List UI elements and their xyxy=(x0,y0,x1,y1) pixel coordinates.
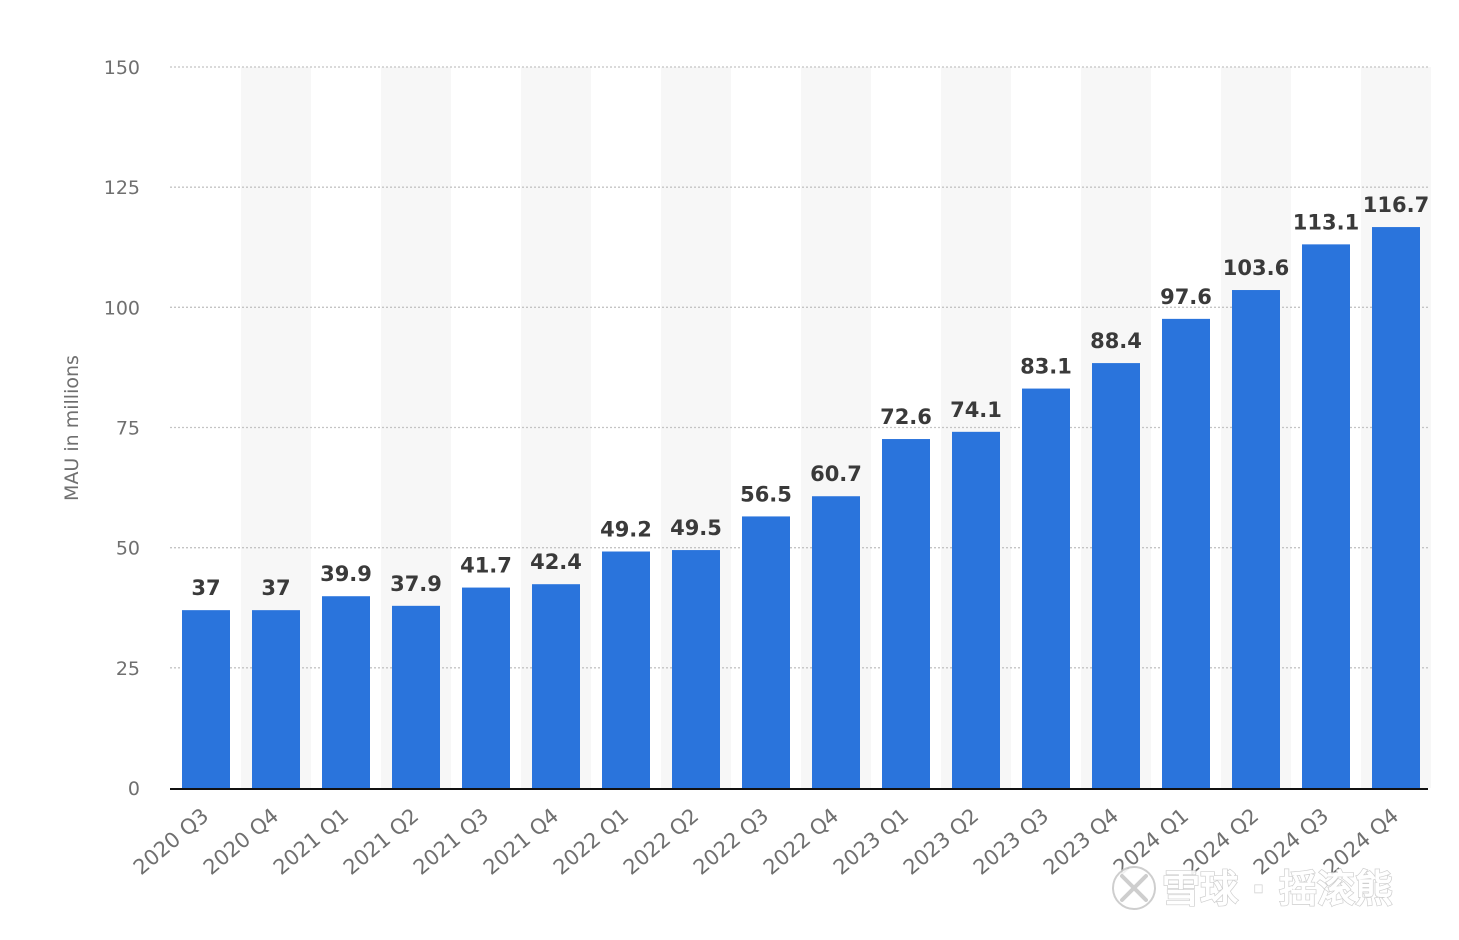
bar xyxy=(532,584,580,788)
y-tick-label: 100 xyxy=(104,297,140,319)
bar xyxy=(252,610,300,788)
x-tick-label: 2021 Q4 xyxy=(479,803,563,879)
bar xyxy=(1162,318,1210,788)
snowball-logo-icon xyxy=(1112,866,1156,910)
bar xyxy=(182,610,230,788)
x-tick-label: 2022 Q1 xyxy=(549,803,633,879)
data-label: 103.6 xyxy=(1223,256,1289,280)
y-gridlines xyxy=(170,66,1428,669)
data-label: 49.2 xyxy=(600,518,652,542)
bar xyxy=(1092,363,1140,788)
data-label: 74.1 xyxy=(950,398,1002,422)
data-label: 72.6 xyxy=(880,405,932,429)
data-label: 41.7 xyxy=(460,554,512,578)
bar xyxy=(1232,290,1280,788)
bar xyxy=(742,516,790,788)
bar xyxy=(392,605,440,788)
x-tick-label: 2022 Q4 xyxy=(759,803,843,879)
data-label: 37.9 xyxy=(390,572,442,596)
bar xyxy=(882,439,930,788)
bar xyxy=(952,431,1000,788)
x-tick-label: 2021 Q2 xyxy=(339,803,423,879)
x-tick-label: 2023 Q2 xyxy=(899,803,983,879)
y-axis-title: MAU in millions xyxy=(61,355,83,501)
y-tick-label: 0 xyxy=(128,778,140,800)
bar-series xyxy=(182,227,1420,789)
x-tick-label: 2023 Q3 xyxy=(969,803,1053,879)
x-tick-label: 2021 Q1 xyxy=(269,803,353,879)
data-label: 39.9 xyxy=(320,562,372,586)
x-tick-label: 2021 Q3 xyxy=(409,803,493,879)
bar xyxy=(322,596,370,788)
y-tick-label: 50 xyxy=(116,538,140,560)
y-tick-label: 25 xyxy=(116,658,140,680)
y-tick-label: 75 xyxy=(116,418,140,440)
data-label: 83.1 xyxy=(1020,355,1072,379)
data-label: 60.7 xyxy=(810,462,862,486)
y-tick-label: 150 xyxy=(104,57,140,79)
data-label: 88.4 xyxy=(1090,329,1142,353)
data-label: 113.1 xyxy=(1293,210,1359,234)
bar xyxy=(462,587,510,788)
data-label: 49.5 xyxy=(670,516,722,540)
y-tick-labels: 0 25 50 75 100 125 150 xyxy=(104,57,140,800)
x-tick-label: 2020 Q4 xyxy=(199,803,283,879)
x-tick-label: 2022 Q3 xyxy=(689,803,773,879)
x-tick-label: 2020 Q3 xyxy=(129,803,213,879)
data-label: 116.7 xyxy=(1363,193,1429,217)
x-tick-label: 2023 Q4 xyxy=(1039,803,1123,879)
bar xyxy=(812,496,860,788)
bar xyxy=(1372,227,1420,788)
data-label: 97.6 xyxy=(1160,285,1212,309)
watermark: 雪球 · 摇滚熊 xyxy=(1112,866,1394,912)
data-label: 42.4 xyxy=(530,550,582,574)
data-label: 56.5 xyxy=(740,482,792,506)
data-labels: 37 37 39.9 37.9 41.7 42.4 49.2 49.5 56.5 60.7 72.6… xyxy=(191,193,1429,600)
bar xyxy=(1302,244,1350,789)
x-tick-label: 2022 Q2 xyxy=(619,803,703,879)
x-tick-label: 2023 Q1 xyxy=(829,803,913,879)
bar xyxy=(672,550,720,788)
data-label: 37 xyxy=(191,576,220,600)
bar xyxy=(1022,388,1070,788)
bar xyxy=(602,551,650,788)
y-tick-label: 125 xyxy=(104,177,140,199)
data-label: 37 xyxy=(261,576,290,600)
watermark-text: 雪球 · 摇滚熊 xyxy=(1162,867,1393,911)
